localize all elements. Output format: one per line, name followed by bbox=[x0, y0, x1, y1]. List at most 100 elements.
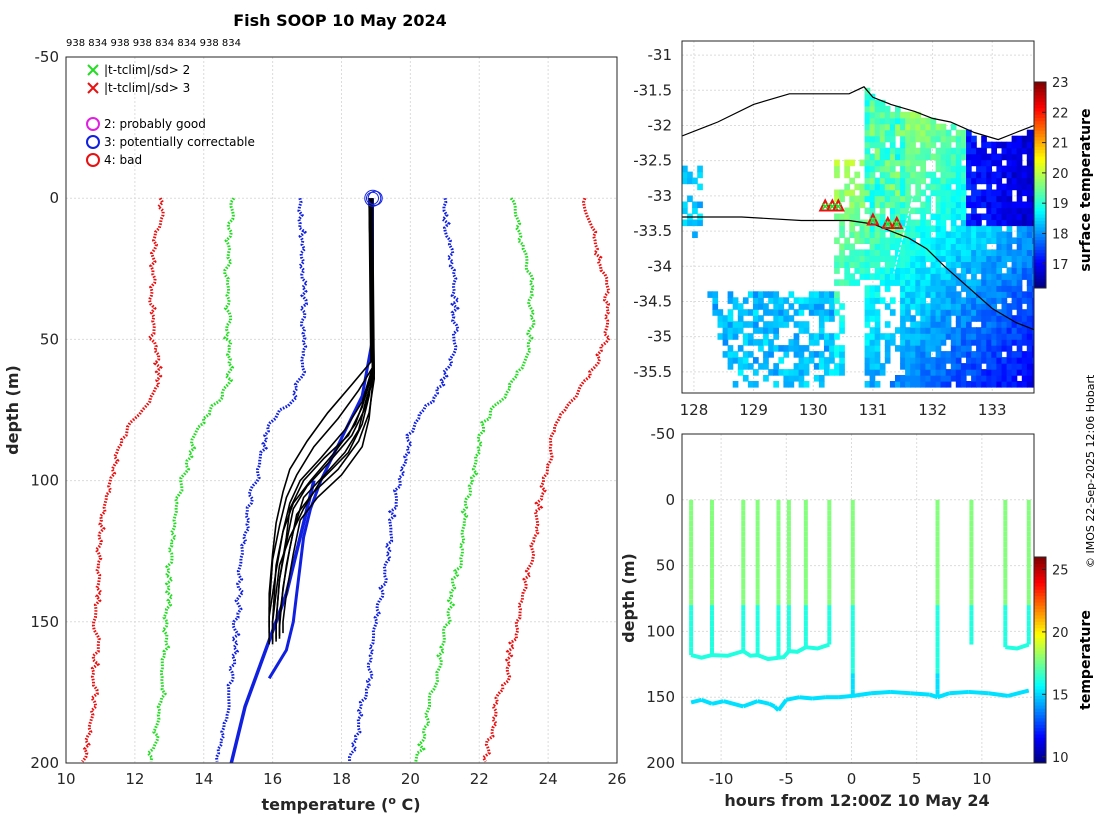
sst-cell bbox=[1026, 165, 1033, 173]
sst-cell bbox=[981, 279, 987, 286]
sst-cell bbox=[966, 309, 972, 316]
sst-cell bbox=[874, 141, 881, 149]
sst-cell bbox=[925, 351, 932, 358]
sst-colorbar-segment bbox=[1034, 101, 1046, 106]
sst-cell bbox=[945, 375, 952, 382]
sst-cell bbox=[1026, 135, 1033, 143]
sst-cell bbox=[971, 285, 977, 292]
sst-cell bbox=[874, 147, 881, 155]
sst-cell bbox=[991, 177, 997, 185]
sst-cell bbox=[991, 213, 997, 221]
sst-cell bbox=[920, 249, 926, 256]
sst-cell bbox=[869, 297, 876, 304]
sst-cell bbox=[950, 297, 957, 304]
sst-cell bbox=[1031, 279, 1034, 286]
sst-colorbar-segment bbox=[1034, 188, 1046, 192]
sst-cell bbox=[864, 195, 871, 203]
sst-colorbar-segment bbox=[1034, 223, 1046, 228]
sst-cell bbox=[920, 219, 926, 227]
bottom-trace-segment bbox=[799, 695, 813, 701]
sst-cell bbox=[1016, 309, 1023, 316]
sst-cell bbox=[788, 315, 795, 322]
sst-cell bbox=[727, 333, 734, 340]
sst-cell bbox=[940, 141, 947, 149]
sst-cell bbox=[829, 309, 835, 316]
sst-cell bbox=[732, 333, 739, 340]
sst-colorbar-segment bbox=[1034, 127, 1046, 131]
sst-cell bbox=[687, 219, 693, 227]
depth-time-data bbox=[689, 499, 1031, 712]
sst-cell bbox=[940, 195, 947, 203]
temperature-colorbar-segment bbox=[1034, 643, 1046, 648]
sst-cell bbox=[950, 369, 957, 376]
sst-cell bbox=[895, 273, 901, 280]
sst-cell bbox=[864, 255, 871, 262]
sst-cell bbox=[935, 279, 942, 286]
sst-cell bbox=[844, 159, 850, 167]
sst-cell bbox=[920, 375, 926, 382]
sst-cell bbox=[1011, 363, 1018, 370]
sst-cell bbox=[818, 321, 825, 328]
map-marker-cross bbox=[821, 202, 829, 210]
sst-cell bbox=[1006, 225, 1013, 232]
sst-cell bbox=[930, 225, 937, 232]
sst-cell bbox=[1001, 315, 1008, 322]
sst-cell bbox=[895, 195, 901, 203]
map-marker-triangle bbox=[890, 215, 904, 230]
map-xtick-label: 128 bbox=[680, 401, 709, 419]
sst-cell bbox=[1006, 291, 1013, 298]
sst-cell bbox=[1001, 261, 1008, 268]
sst-cell bbox=[981, 261, 987, 268]
sst-cell bbox=[849, 225, 855, 232]
sst-cell bbox=[935, 123, 942, 131]
sst-cell bbox=[874, 105, 881, 113]
sst-cell bbox=[976, 267, 982, 274]
sst-cell bbox=[1016, 213, 1023, 221]
sst-cell bbox=[915, 249, 921, 256]
sst-cell bbox=[935, 225, 942, 232]
depth-time-ytick-label: 100 bbox=[646, 622, 675, 640]
sst-cell bbox=[955, 333, 962, 340]
sst-cell bbox=[976, 249, 982, 256]
sst-cell bbox=[747, 333, 754, 340]
sst-cell bbox=[778, 297, 785, 304]
sst-cell bbox=[930, 315, 937, 322]
sst-cell bbox=[829, 369, 835, 376]
bottom-trace-segment bbox=[742, 699, 759, 709]
sst-cell bbox=[905, 267, 911, 274]
map-marker-triangle bbox=[818, 198, 832, 212]
sst-cell bbox=[864, 177, 871, 185]
sst-cell bbox=[889, 111, 896, 119]
bottom-segment bbox=[1005, 642, 1030, 651]
sst-cell bbox=[945, 303, 952, 310]
sst-cell bbox=[966, 129, 972, 137]
sst-cell bbox=[1011, 261, 1018, 268]
sst-colorbar-segment bbox=[1034, 130, 1046, 134]
sst-cell bbox=[864, 225, 871, 232]
sst-cell bbox=[900, 333, 906, 340]
sst-cell bbox=[1026, 195, 1033, 203]
sst-cell bbox=[960, 327, 967, 334]
sst-cell bbox=[1001, 279, 1008, 286]
sst-cell bbox=[986, 195, 992, 203]
sst-cell bbox=[732, 297, 739, 304]
sst-cell bbox=[793, 333, 800, 340]
sst-colorbar-segment bbox=[1034, 185, 1046, 189]
sst-cell bbox=[910, 357, 916, 364]
sst-cell bbox=[920, 291, 926, 298]
sst-cell bbox=[991, 153, 997, 161]
sst-cell bbox=[930, 171, 937, 179]
sst-cell bbox=[895, 105, 901, 113]
sst-cell bbox=[960, 345, 967, 352]
sst-cell bbox=[1006, 177, 1013, 185]
sst-cell bbox=[930, 339, 937, 346]
sst-cell bbox=[839, 243, 845, 250]
sst-cell bbox=[854, 183, 861, 191]
sst-cell bbox=[889, 117, 896, 125]
sst-cell bbox=[940, 147, 947, 155]
sst-cell bbox=[991, 255, 997, 262]
sst-cell bbox=[1021, 321, 1028, 328]
sst-cell bbox=[910, 225, 916, 232]
sst-cell bbox=[940, 189, 947, 197]
sst-cell bbox=[763, 363, 769, 370]
